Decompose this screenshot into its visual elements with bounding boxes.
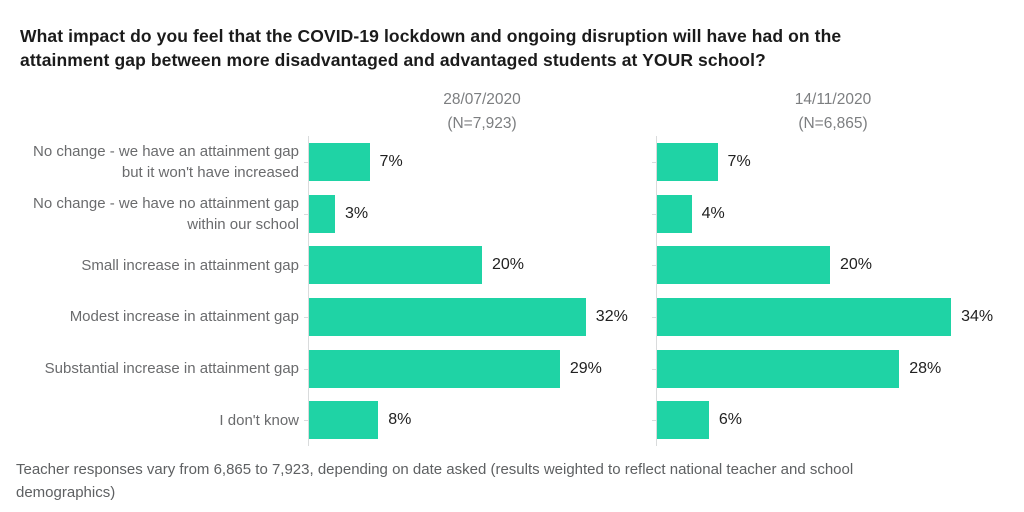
bar-track: 32%: [309, 297, 655, 336]
bar-track: 3%: [309, 194, 655, 233]
bar-track: 7%: [309, 142, 655, 181]
bar-track: 8%: [309, 401, 655, 440]
category-label: Small increase in attainment gap: [81, 256, 299, 274]
chart-row: I don't know 8% 6%: [14, 394, 1010, 447]
footnote-line2: demographics): [16, 484, 116, 502]
bar: [657, 349, 900, 388]
bar-value: 7%: [727, 152, 751, 170]
bar-value: 4%: [701, 204, 725, 222]
category-label: No change - we have an attainment gap bu…: [32, 142, 299, 181]
wave1-sample-size: (N=7,923): [447, 115, 517, 132]
bar-value: 7%: [379, 152, 403, 170]
wave1-header: 28/07/2020 (N=7,923): [308, 88, 656, 136]
wave1-plot: 7%: [304, 136, 656, 188]
wave1-plot: 20%: [304, 239, 656, 292]
bar-track: 29%: [309, 349, 655, 388]
category-label: No change - we have no attainment gap wi…: [32, 194, 299, 233]
wave1-plot: 29%: [304, 342, 656, 395]
bar-track: 20%: [657, 246, 1003, 285]
footnote-line1: Teacher responses vary from 6,865 to 7,9…: [16, 461, 854, 479]
category-label: I don't know: [219, 411, 299, 429]
bar-track: 28%: [657, 349, 1003, 388]
wave2-plot: 7%: [652, 136, 1010, 188]
category-label: Substantial increase in attainment gap: [44, 360, 299, 378]
wave1-plot: 32%: [304, 291, 656, 343]
chart-row: Substantial increase in attainment gap 2…: [14, 342, 1010, 395]
wave1-plot: 3%: [304, 187, 656, 240]
bar-value: 32%: [595, 307, 628, 325]
bar-track: 7%: [657, 142, 1003, 181]
bar: [309, 349, 560, 388]
bar-value: 28%: [909, 359, 942, 377]
column-headers: 28/07/2020 (N=7,923) 14/11/2020 (N=6,865…: [14, 88, 1010, 136]
wave2-plot: 6%: [652, 394, 1010, 447]
wave2-date: 14/11/2020: [794, 91, 872, 108]
chart-row: Modest increase in attainment gap 32% 34…: [14, 291, 1010, 343]
bar-value: 3%: [344, 204, 369, 222]
bar: [657, 194, 692, 233]
header-spacer: [14, 88, 308, 136]
bar-track: 4%: [657, 194, 1003, 233]
chart-row: Small increase in attainment gap 20% 20%: [14, 239, 1010, 292]
bar: [657, 246, 830, 285]
wave2-plot: 34%: [652, 291, 1010, 343]
bar-value: 20%: [492, 256, 525, 274]
bar-chart-rows: No change - we have an attainment gap bu…: [14, 136, 1010, 447]
bar-track: 34%: [657, 297, 1003, 336]
wave2-plot: 28%: [652, 342, 1010, 395]
bar: [309, 194, 335, 233]
bar: [309, 142, 370, 181]
wave1-plot: 8%: [304, 394, 656, 447]
category-label: Modest increase in attainment gap: [69, 308, 299, 326]
bar-track: 20%: [309, 246, 655, 285]
bar: [309, 246, 482, 285]
bar-value: 8%: [388, 411, 412, 429]
chart-title-line1: What impact do you feel that the COVID-1…: [20, 26, 842, 46]
chart-title: What impact do you feel that the COVID-1…: [20, 24, 1010, 72]
wave2-sample-size: (N=6,865): [798, 115, 868, 132]
bar: [657, 142, 718, 181]
wave2-plot: 4%: [652, 187, 1010, 240]
bar-value: 20%: [840, 256, 873, 274]
bar: [309, 401, 379, 440]
chart-row: No change - we have an attainment gap bu…: [14, 136, 1010, 188]
bar-value: 29%: [569, 359, 602, 377]
chart-title-line2: attainment gap between more disadvantage…: [20, 50, 766, 70]
bar-track: 6%: [657, 401, 1003, 440]
footnote: Teacher responses vary from 6,865 to 7,9…: [16, 458, 1010, 504]
bar-value: 34%: [961, 307, 994, 325]
wave2-plot: 20%: [652, 239, 1010, 292]
bar: [657, 401, 709, 440]
wave2-header: 14/11/2020 (N=6,865): [656, 88, 1010, 136]
chart-row: No change - we have no attainment gap wi…: [14, 187, 1010, 240]
bar: [657, 297, 952, 336]
wave1-date: 28/07/2020: [443, 91, 521, 108]
bar: [309, 297, 586, 336]
bar-value: 6%: [718, 411, 743, 429]
